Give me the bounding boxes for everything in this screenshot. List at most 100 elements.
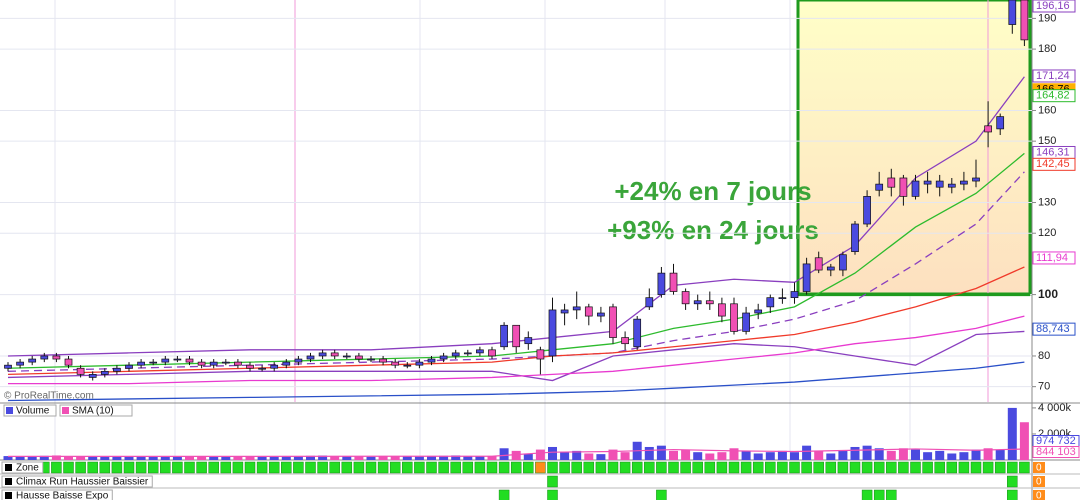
indicator-cell — [1007, 475, 1018, 488]
indicator-cell — [583, 461, 595, 474]
indicator-cell — [752, 461, 764, 474]
y-tick-label: 120 — [1038, 227, 1056, 239]
price-tag-label: 142,45 — [1036, 158, 1070, 170]
candle-body — [258, 367, 266, 370]
candle-body — [282, 361, 291, 366]
candle-body — [270, 364, 279, 369]
candle-body — [633, 318, 642, 348]
candle-body — [935, 180, 944, 188]
volume-bar — [27, 456, 37, 460]
candle-body — [524, 337, 533, 345]
volume-bar — [886, 450, 896, 460]
value-tag-label: 974 732 — [1036, 435, 1076, 447]
indicator-cell — [559, 461, 570, 474]
volume-bar — [100, 456, 110, 460]
candle-body — [851, 223, 859, 252]
volume-bar — [487, 456, 497, 460]
candle-body — [826, 266, 835, 271]
candle-body — [536, 349, 545, 360]
price-tag-label: 88,743 — [1036, 323, 1070, 335]
row-label-box — [1, 475, 153, 488]
candle-body — [681, 291, 690, 305]
volume-bar — [306, 455, 315, 460]
candle-body — [28, 358, 37, 363]
volume-bar — [777, 450, 787, 460]
indicator-cell — [498, 489, 510, 500]
indicator-cell — [861, 461, 873, 474]
indicator-cell — [305, 461, 316, 474]
indicator-cell — [873, 489, 885, 500]
indicator-cell — [668, 461, 679, 474]
volume-bar — [717, 452, 727, 460]
y-tick-label: 190 — [1038, 12, 1056, 24]
candle-body — [427, 358, 436, 363]
candle-body — [137, 361, 145, 366]
volume-bar — [620, 452, 630, 460]
indicator-cell — [607, 461, 619, 474]
volume-bar — [257, 456, 267, 460]
indicator-cell — [801, 461, 812, 474]
indicator-cell — [135, 461, 147, 474]
indicator-cell — [680, 461, 691, 474]
volume-bar — [136, 456, 146, 460]
indicator-cell — [970, 461, 982, 474]
indicator-cell — [861, 489, 873, 500]
indicator-cell — [341, 461, 353, 474]
candle-body — [1020, 0, 1029, 41]
volume-bar — [584, 453, 594, 460]
volume-bar — [898, 448, 908, 460]
indicator-cell — [450, 461, 461, 474]
price-tag-label: 111,94 — [1036, 252, 1068, 264]
volume-bar — [971, 449, 981, 460]
indicator-cell — [716, 461, 728, 474]
legend-label: Volume — [16, 406, 50, 417]
indicator-cell — [426, 461, 437, 474]
volume-bar — [499, 448, 509, 460]
indicator-cell — [619, 461, 631, 474]
row-swatch — [5, 464, 12, 471]
volume-bar — [995, 449, 1005, 460]
indicator-cell — [994, 461, 1006, 474]
candle-body — [355, 355, 363, 360]
indicator-line — [7, 171, 1025, 372]
volume-bar — [947, 453, 957, 460]
volume-bar — [669, 450, 678, 460]
volume-sma — [8, 448, 1025, 457]
candle-body — [488, 349, 496, 357]
indicator-cell — [631, 461, 643, 474]
indicator-cell — [898, 461, 909, 474]
indicator-cell — [1007, 489, 1018, 500]
indicator-cell — [656, 489, 667, 500]
candle-body — [415, 361, 424, 366]
volume-bar — [705, 453, 715, 460]
indicator-cell — [87, 461, 98, 474]
indicator-cell — [873, 461, 885, 474]
price-tag — [1032, 322, 1076, 336]
indicator-cell — [886, 461, 897, 474]
candle-body — [875, 183, 884, 191]
y-tick-label: 80 — [1038, 350, 1050, 362]
indicator-cell — [982, 461, 994, 474]
volume-bar — [64, 456, 73, 460]
volume-bar — [548, 446, 557, 460]
volume-bar — [475, 456, 485, 460]
candle-body — [996, 116, 1005, 130]
volume-bar — [172, 456, 182, 460]
last-value-box — [1033, 462, 1045, 473]
price-tag — [1032, 251, 1076, 265]
volume-bar — [15, 456, 25, 460]
candle-body — [705, 300, 714, 305]
volume-bar — [644, 446, 654, 460]
indicator-cell — [111, 461, 123, 474]
volume-bar — [923, 452, 933, 460]
candle-body — [342, 355, 351, 358]
indicator-cell — [910, 461, 921, 474]
candle-body — [439, 355, 448, 360]
volume-bar — [1007, 407, 1017, 460]
volume-bar — [850, 446, 860, 460]
candle-body — [4, 364, 12, 369]
indicator-cell — [402, 461, 413, 474]
indicator-cell — [414, 461, 425, 474]
candle-body — [476, 349, 484, 354]
volume-bar — [160, 456, 170, 460]
